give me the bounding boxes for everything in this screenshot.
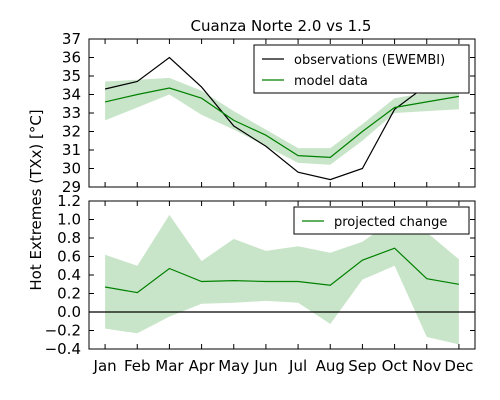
x-tick-label: Aug [316, 357, 345, 375]
y-tick-label: 1.0 [57, 211, 81, 229]
legend-box [253, 44, 470, 94]
legend-entry: model data [294, 74, 368, 89]
y-tick-label: 0.8 [57, 229, 81, 247]
x-tick-label: Feb [124, 357, 151, 375]
legend-entry: observations (EWEMBI) [294, 53, 445, 68]
x-tick-label: Sep [348, 357, 376, 375]
y-tick-label: 34 [62, 86, 81, 104]
confidence-band-0-1 [105, 77, 459, 165]
y-tick-label: 32 [62, 123, 81, 141]
x-tick-label: Oct [382, 357, 408, 375]
x-tick-label: Jun [253, 357, 277, 375]
series-line-model-data [104, 87, 460, 159]
y-tick-label: 35 [62, 67, 81, 85]
x-tick-label: Apr [189, 357, 216, 375]
y-tick-label: 1.2 [57, 192, 81, 210]
x-tick-label: Dec [444, 357, 473, 375]
y-tick-label: 0.4 [57, 266, 81, 284]
confidence-band-1-0 [105, 214, 459, 345]
y-tick-label: 0.0 [57, 303, 81, 321]
y-tick-label: −0.4 [45, 340, 81, 358]
y-tick-label: −0.2 [45, 322, 81, 340]
x-tick-label: May [218, 357, 249, 375]
x-tick-label: Jul [288, 357, 307, 375]
y-tick-label: 36 [62, 49, 81, 67]
axes-frame [88, 200, 476, 350]
bottom-panel: −0.4−0.20.00.20.40.60.81.01.2 projected c… [45, 192, 476, 358]
y-tick-label: 33 [62, 104, 81, 122]
legend: observations (EWEMBI) model data [253, 44, 470, 94]
axes-frame [88, 38, 476, 188]
y-tick-label: 30 [62, 160, 81, 178]
series-line-projected-change [104, 247, 460, 294]
series-line-observations-ewembi [104, 56, 459, 181]
chart-title: Cuanza Norte 2.0 vs 1.5 [191, 17, 372, 35]
x-tick-label: Mar [155, 357, 184, 375]
y-axis-label: Hot Extremes (TXx) [°C] [27, 109, 45, 290]
x-tick-label: Jan [93, 357, 117, 375]
legend-entry: projected change [334, 215, 447, 230]
legend: projected change [293, 206, 470, 235]
y-tick-label: 29 [62, 178, 81, 196]
y-tick-label: 0.6 [57, 248, 81, 266]
x-tick-label: Nov [412, 357, 441, 375]
x-axis-tick-labels: Jan Feb Mar Apr May Jun Jul Aug Sep Oct Nov Dec [93, 357, 474, 375]
y-tick-label: 0.2 [57, 285, 81, 303]
y-tick-label: 31 [62, 141, 81, 159]
y-tick-label: 37 [62, 30, 81, 48]
